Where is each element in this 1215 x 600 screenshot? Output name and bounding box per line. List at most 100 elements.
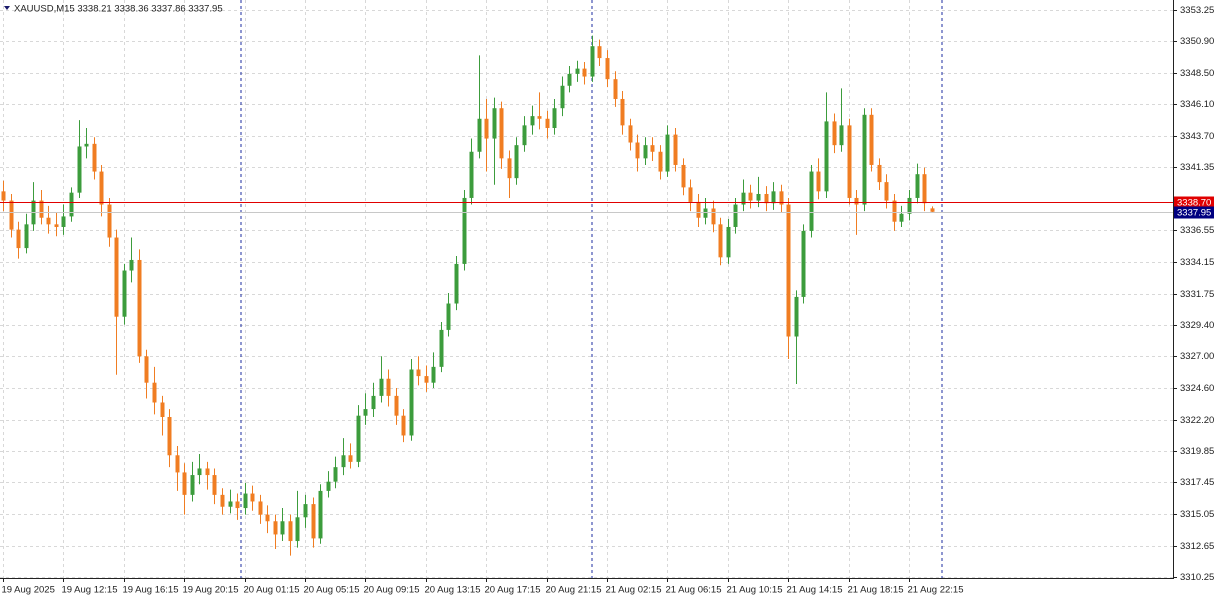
x-tick-label: 20 Aug 13:15: [425, 585, 481, 596]
candle-body: [454, 263, 459, 304]
candle-body: [288, 521, 293, 542]
price-label: 3338.70: [1177, 198, 1211, 209]
candle-body: [673, 134, 678, 165]
candle-body: [9, 200, 14, 230]
candle-body: [764, 193, 769, 204]
y-tick-label: 3346.10: [1180, 99, 1214, 110]
candle-body: [295, 517, 300, 542]
x-tick-label: 21 Aug 10:15: [727, 585, 783, 596]
y-tick-label: 3331.75: [1180, 289, 1214, 300]
candle-body: [197, 468, 202, 476]
candle-body: [114, 237, 119, 317]
symbol-menu-icon[interactable]: [4, 6, 10, 10]
candle-body: [1, 191, 6, 201]
candle-body: [688, 187, 693, 202]
candle-body: [77, 146, 82, 193]
x-tick-label: 21 Aug 02:15: [606, 585, 662, 596]
candle-body: [711, 208, 716, 225]
candle-body: [212, 475, 217, 495]
candle-body: [250, 493, 255, 502]
candle-body: [61, 216, 66, 227]
candle-body: [137, 259, 142, 357]
candle-body: [499, 108, 504, 159]
candle-body: [741, 192, 746, 205]
candle-body: [756, 193, 761, 201]
x-tick-label: 20 Aug 17:15: [485, 585, 541, 596]
candle-body: [696, 201, 701, 218]
candle-body: [530, 116, 535, 126]
candle-body: [658, 151, 663, 172]
candle-body: [703, 208, 708, 218]
candle-body: [681, 164, 686, 188]
y-tick-label: 3327.00: [1180, 351, 1214, 362]
candle-body: [160, 402, 165, 418]
candle-body: [590, 46, 595, 77]
candle-body: [280, 521, 285, 535]
candle-body: [847, 125, 852, 198]
candle-body: [552, 108, 557, 129]
candle-body: [922, 174, 927, 204]
candle-body: [567, 73, 572, 86]
candle-body: [167, 417, 172, 456]
x-tick-label: 19 Aug 2025: [2, 585, 55, 596]
candle-body: [650, 145, 655, 152]
y-tick-label: 3317.45: [1180, 477, 1214, 488]
x-tick-label: 21 Aug 06:15: [666, 585, 722, 596]
candle-body: [628, 125, 633, 143]
candle-body: [258, 501, 263, 515]
y-tick-label: 3310.25: [1180, 572, 1214, 583]
candle-body: [356, 415, 361, 462]
candle-body: [930, 208, 935, 212]
candle-body: [446, 303, 451, 330]
candle-body: [899, 213, 904, 222]
candle-body: [462, 197, 467, 264]
candle-body: [39, 200, 44, 218]
candle-body: [613, 79, 618, 99]
candle-body: [220, 494, 225, 507]
candle-body: [605, 58, 610, 80]
candle-body: [748, 192, 753, 201]
candle-body: [545, 118, 550, 129]
price-label: 3337.95: [1177, 208, 1211, 219]
candle-body: [643, 145, 648, 159]
candle-body: [265, 514, 270, 522]
candle-body: [386, 378, 391, 396]
candle-body: [892, 200, 897, 222]
candle-body: [326, 481, 331, 491]
candle-body: [862, 114, 867, 205]
candle-body: [205, 468, 210, 476]
candle-body: [371, 395, 376, 410]
candle-body: [431, 366, 436, 383]
candle-body: [726, 226, 731, 258]
x-tick-label: 21 Aug 22:15: [908, 585, 964, 596]
y-tick-label: 3322.20: [1180, 415, 1214, 426]
candle-body: [311, 504, 316, 539]
x-tick-label: 19 Aug 16:15: [123, 585, 179, 596]
candle-body: [877, 164, 882, 183]
candle-body: [363, 409, 368, 416]
candle-body: [514, 145, 519, 179]
y-tick-label: 3353.25: [1180, 5, 1214, 16]
candle-body: [794, 296, 799, 337]
candle-body: [235, 501, 240, 509]
x-tick-label: 20 Aug 21:15: [546, 585, 602, 596]
y-tick-label: 3319.85: [1180, 446, 1214, 457]
y-tick-label: 3348.50: [1180, 68, 1214, 79]
candle-body: [46, 217, 51, 225]
candle-body: [832, 121, 837, 146]
candle-body: [582, 68, 587, 77]
y-tick-label: 3315.05: [1180, 509, 1214, 520]
candle-body: [733, 204, 738, 227]
candle-body: [84, 143, 89, 147]
candle-body: [522, 125, 527, 146]
price-label-box: [1174, 196, 1214, 209]
candle-body: [869, 114, 874, 165]
candle-body: [809, 171, 814, 231]
candle-body: [54, 224, 59, 227]
candle-body: [477, 118, 482, 152]
candle-body: [273, 521, 278, 535]
x-tick-label: 20 Aug 01:15: [244, 585, 300, 596]
candle-body: [635, 142, 640, 159]
